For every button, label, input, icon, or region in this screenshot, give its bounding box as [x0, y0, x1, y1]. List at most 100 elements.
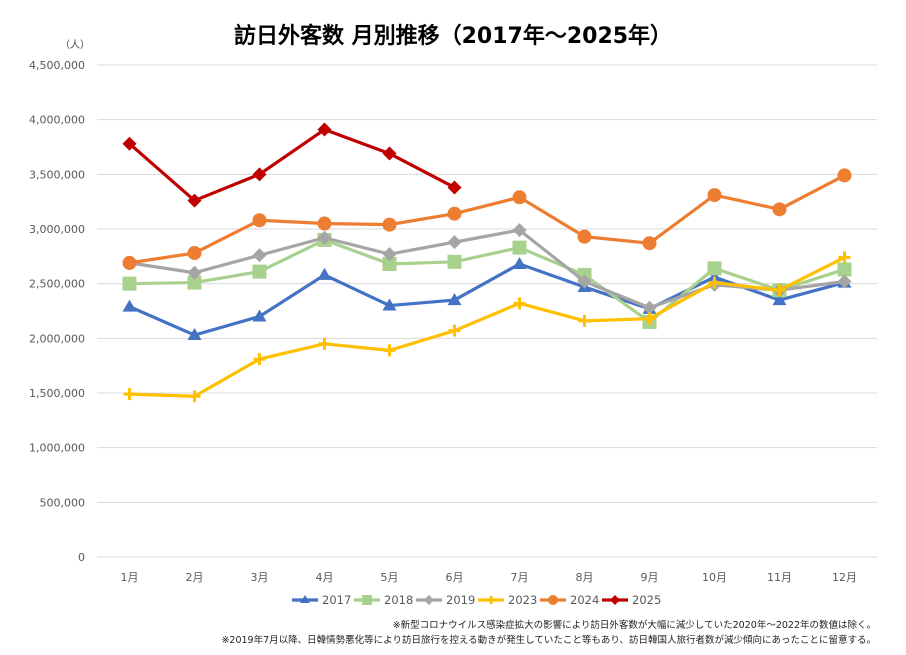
legend-label-2025: 2025 — [632, 593, 661, 607]
legend-marker-2025 — [610, 595, 620, 605]
legend-marker-2024 — [548, 595, 558, 605]
data-point-2017 — [252, 309, 267, 322]
data-point-2024 — [187, 246, 202, 261]
x-tick-label: 10月 — [702, 571, 727, 584]
data-point-2018 — [512, 240, 527, 255]
data-point-2024 — [317, 216, 332, 231]
legend-marker-2019 — [424, 595, 434, 605]
y-tick-label: 1,000,000 — [29, 442, 85, 455]
legend-label-2017: 2017 — [322, 593, 351, 607]
data-point-2018 — [707, 261, 722, 276]
data-point-2024 — [512, 190, 527, 205]
y-tick-label: 2,000,000 — [29, 332, 85, 345]
y-tick-label: 3,500,000 — [29, 168, 85, 181]
data-point-2017 — [382, 298, 397, 311]
x-tick-label: 12月 — [832, 571, 857, 584]
data-point-2019 — [187, 265, 202, 280]
y-tick-label: 2,500,000 — [29, 278, 85, 291]
legend-marker-2018 — [362, 595, 372, 605]
data-point-2019 — [642, 300, 657, 315]
legend-marker-2017 — [300, 595, 310, 603]
series-line-2024 — [129, 174, 846, 265]
legend-label-2024: 2024 — [570, 593, 599, 607]
data-point-2025 — [187, 193, 202, 208]
data-point-2023 — [318, 337, 331, 350]
chart-title: 訪日外客数 月別推移（2017年～2025年） — [233, 24, 673, 49]
x-tick-label: 8月 — [576, 571, 594, 584]
x-tick-label: 2月 — [186, 571, 204, 584]
x-tick-label: 1月 — [121, 571, 139, 584]
data-point-2023 — [708, 276, 721, 289]
legend-label-2018: 2018 — [384, 593, 413, 607]
data-point-2023 — [838, 251, 851, 264]
x-tick-label: 5月 — [381, 571, 399, 584]
data-point-2025 — [317, 122, 332, 137]
data-point-2023 — [773, 284, 786, 297]
data-point-2018 — [837, 262, 852, 277]
data-point-2018 — [122, 276, 137, 291]
y-tick-label: 500,000 — [40, 496, 86, 509]
x-tick-label: 3月 — [251, 571, 269, 584]
data-point-2018 — [252, 264, 267, 279]
y-axis-unit: （人） — [60, 40, 90, 51]
x-tick-label: 11月 — [767, 571, 792, 584]
data-point-2017 — [187, 328, 202, 341]
series-line-2023 — [129, 255, 846, 398]
legend-marker-2023 — [487, 596, 495, 604]
series-line-2019 — [129, 228, 845, 310]
legend-label-2019: 2019 — [446, 593, 475, 607]
data-point-2024 — [447, 206, 462, 221]
data-point-2023 — [448, 324, 461, 337]
data-point-2024 — [577, 229, 592, 244]
data-point-2019 — [447, 235, 462, 250]
data-point-2025 — [252, 167, 267, 182]
footnote-1: ※新型コロナウイルス感染症拡大の影響により訪日外客数が大幅に減少していた2020… — [392, 620, 876, 631]
data-point-2017 — [447, 293, 462, 306]
data-point-2019 — [317, 230, 332, 245]
data-point-2023 — [643, 312, 656, 325]
data-point-2017 — [512, 256, 527, 269]
legend-label-2023: 2023 — [508, 593, 537, 607]
y-tick-label: 4,500,000 — [29, 59, 85, 72]
data-point-2019 — [512, 223, 527, 238]
data-point-2023 — [513, 297, 526, 310]
data-point-2019 — [252, 248, 267, 263]
data-point-2018 — [187, 275, 202, 290]
data-point-2025 — [447, 180, 462, 195]
data-point-2024 — [252, 213, 267, 228]
data-point-2024 — [382, 217, 397, 232]
data-point-2017 — [772, 293, 787, 306]
footnote-2: ※2019年7月以降、日韓情勢悪化等により訪日旅行を控える動きが発生していたこと… — [221, 635, 876, 646]
data-point-2017 — [317, 267, 332, 280]
x-tick-label: 6月 — [446, 571, 464, 584]
data-point-2024 — [122, 255, 137, 270]
series-line-2017 — [128, 262, 845, 337]
data-point-2023 — [188, 390, 201, 403]
x-tick-label: 7月 — [511, 571, 529, 584]
x-tick-label: 9月 — [641, 571, 659, 584]
data-point-2025 — [382, 146, 397, 161]
x-tick-label: 4月 — [316, 571, 334, 584]
data-point-2023 — [123, 388, 136, 401]
data-point-2024 — [772, 202, 787, 217]
data-point-2023 — [253, 353, 266, 366]
data-point-2019 — [577, 274, 592, 289]
y-tick-label: 3,000,000 — [29, 223, 85, 236]
data-point-2024 — [837, 168, 852, 183]
data-point-2023 — [578, 314, 591, 327]
data-point-2023 — [383, 344, 396, 357]
data-point-2017 — [707, 270, 722, 283]
y-tick-label: 1,500,000 — [29, 387, 85, 400]
data-point-2019 — [382, 247, 397, 262]
y-tick-label: 4,000,000 — [29, 114, 85, 127]
data-point-2025 — [122, 136, 137, 151]
data-point-2018 — [447, 254, 462, 269]
data-point-2017 — [122, 299, 137, 312]
data-point-2018 — [382, 256, 397, 271]
series-line-2018 — [129, 238, 845, 324]
y-tick-label: 0 — [78, 551, 85, 564]
data-point-2024 — [642, 236, 657, 251]
data-point-2019 — [837, 274, 852, 289]
series-line-2025 — [128, 127, 456, 203]
